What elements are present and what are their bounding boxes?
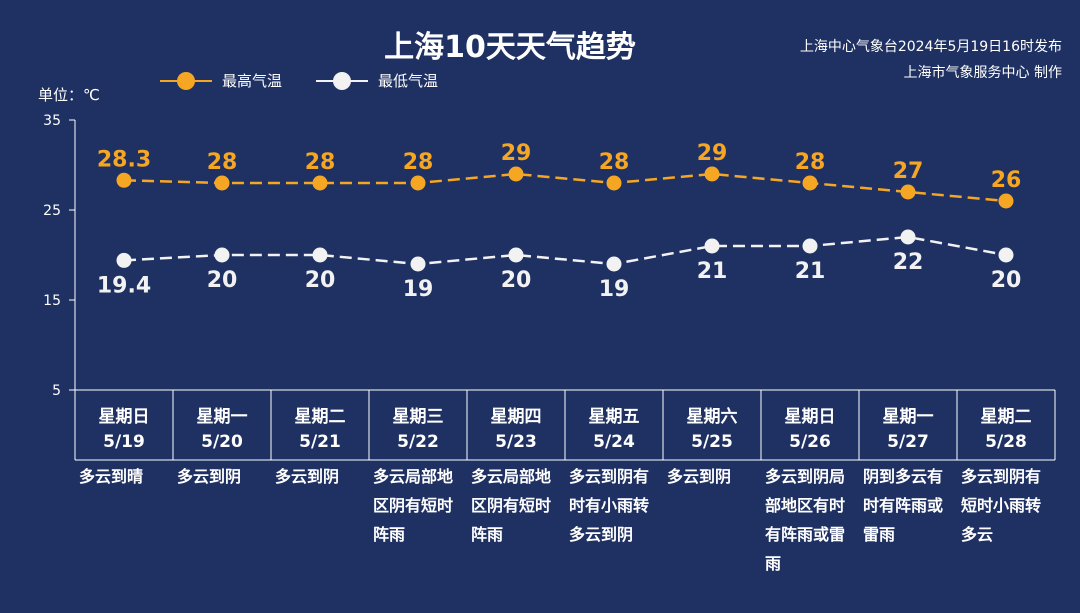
high-temp-point xyxy=(704,166,720,182)
source-info: 上海中心气象台2024年5月19日16时发布 上海市气象服务中心 制作 xyxy=(800,34,1062,86)
low-temp-label: 20 xyxy=(305,268,336,293)
weekday-label: 星期一 xyxy=(196,407,248,427)
high-temp-point xyxy=(116,172,132,188)
day-header: 星期日 5/19 xyxy=(75,390,173,454)
low-temp-label: 20 xyxy=(991,268,1022,293)
low-temp-point xyxy=(214,247,230,263)
weekday-label: 星期三 xyxy=(392,407,444,427)
weather-description: 多云到阴 xyxy=(177,467,242,486)
date-label: 5/23 xyxy=(495,432,537,452)
low-temp-label: 21 xyxy=(697,259,728,284)
low-temp-point xyxy=(998,247,1014,263)
low-temp-point xyxy=(900,229,916,245)
day-header: 星期六 5/25 xyxy=(663,390,761,454)
date-label: 5/25 xyxy=(691,432,733,452)
high-temp-line xyxy=(123,172,1007,203)
legend-label-high: 最高气温 xyxy=(222,72,283,90)
high-temp-label: 28 xyxy=(305,150,336,175)
unit-label: 单位：℃ xyxy=(38,86,100,104)
weather-description: 多云到阴局部地区有时有阵雨或雷雨 xyxy=(765,467,846,573)
date-label: 5/27 xyxy=(887,432,929,452)
high-temp-point xyxy=(606,175,622,191)
chart-title: 上海10天天气趋势 xyxy=(384,30,636,65)
date-label: 5/20 xyxy=(201,432,243,452)
high-temp-label: 29 xyxy=(501,141,532,166)
low-temp-point xyxy=(606,256,622,272)
date-label: 5/21 xyxy=(299,432,341,452)
low-temp-point xyxy=(508,247,524,263)
high-temp-label: 28 xyxy=(403,150,434,175)
weekday-label: 星期四 xyxy=(490,407,542,427)
weather-description: 阴到多云有时有阵雨或雷雨 xyxy=(863,467,944,544)
legend-item-high: 最高气温 xyxy=(160,70,282,91)
legend: 最高气温 最低气温 xyxy=(160,70,472,91)
high-temp-point xyxy=(900,184,916,200)
low-temp-label: 22 xyxy=(893,250,924,275)
low-temp-label: 19 xyxy=(599,277,630,302)
weather-description: 多云到阴 xyxy=(275,467,340,486)
weekday-label: 星期一 xyxy=(882,407,934,427)
date-label: 5/22 xyxy=(397,432,439,452)
high-temp-label: 27 xyxy=(893,159,924,184)
weekday-label: 星期二 xyxy=(980,407,1032,427)
low-temp-point xyxy=(704,238,720,254)
weather-description: 多云局部地区阴有短时阵雨 xyxy=(471,467,552,544)
legend-swatch-low xyxy=(316,71,369,91)
low-temp-point xyxy=(802,238,818,254)
day-header: 星期一 5/20 xyxy=(173,390,271,454)
source-line-2: 上海市气象服务中心 制作 xyxy=(903,65,1062,81)
low-temp-label: 20 xyxy=(501,268,532,293)
day-header: 星期日 5/26 xyxy=(761,390,859,454)
weather-description: 多云到晴 xyxy=(79,467,144,486)
date-label: 5/19 xyxy=(103,432,145,452)
weekday-label: 星期二 xyxy=(294,407,346,427)
high-temp-point xyxy=(214,175,230,191)
weekday-label: 星期五 xyxy=(588,407,640,427)
legend-label-low: 最低气温 xyxy=(378,72,439,90)
weekday-label: 星期六 xyxy=(686,407,738,427)
y-tick-label: 15 xyxy=(43,293,61,309)
source-line-1: 上海中心气象台2024年5月19日16时发布 xyxy=(799,39,1062,55)
y-tick-label: 25 xyxy=(43,203,61,219)
low-temp-point xyxy=(116,252,132,268)
weather-description: 多云局部地区阴有短时阵雨 xyxy=(373,467,454,544)
high-temp-label: 29 xyxy=(697,141,728,166)
day-header: 星期二 5/28 xyxy=(957,390,1055,454)
weather-description: 多云到阴 xyxy=(667,467,732,486)
high-temp-label: 28.3 xyxy=(97,147,151,172)
legend-swatch-high xyxy=(160,71,212,91)
weather-description: 多云到阴有时有小雨转多云到阴 xyxy=(569,467,650,544)
date-label: 5/24 xyxy=(593,432,635,452)
day-header: 星期一 5/27 xyxy=(859,390,957,454)
high-temp-label: 28 xyxy=(207,150,238,175)
y-tick-label: 35 xyxy=(43,113,61,129)
low-temp-label: 20 xyxy=(207,268,238,293)
date-label: 5/28 xyxy=(985,432,1027,452)
high-temp-point xyxy=(802,175,818,191)
low-temp-point xyxy=(410,256,426,272)
high-temp-point xyxy=(998,193,1014,209)
low-temp-label: 19 xyxy=(403,277,434,302)
weather-description: 多云到阴有短时小雨转多云 xyxy=(961,467,1042,544)
low-temp-label: 21 xyxy=(795,259,826,284)
weekday-label: 星期日 xyxy=(98,407,150,427)
low-temp-line xyxy=(123,235,1007,266)
day-header: 星期五 5/24 xyxy=(565,390,663,454)
high-temp-point xyxy=(410,175,426,191)
y-tick-label: 5 xyxy=(52,383,61,399)
low-temp-point xyxy=(312,247,328,263)
high-temp-point xyxy=(312,175,328,191)
day-header: 星期三 5/22 xyxy=(369,390,467,454)
high-temp-label: 28 xyxy=(599,150,630,175)
legend-item-low: 最低气温 xyxy=(316,70,438,91)
low-temp-label: 19.4 xyxy=(97,273,151,298)
high-temp-point xyxy=(508,166,524,182)
date-label: 5/26 xyxy=(789,432,831,452)
high-temp-label: 28 xyxy=(795,150,826,175)
weekday-label: 星期日 xyxy=(784,407,836,427)
high-temp-label: 26 xyxy=(991,168,1022,193)
day-header: 星期二 5/21 xyxy=(271,390,369,454)
day-header: 星期四 5/23 xyxy=(467,390,565,454)
